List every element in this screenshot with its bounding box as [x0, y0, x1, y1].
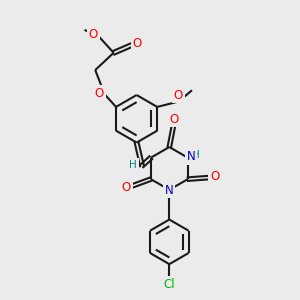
Text: O: O: [95, 87, 104, 100]
Text: O: O: [169, 112, 179, 126]
Text: N: N: [165, 184, 174, 196]
Text: Cl: Cl: [164, 278, 175, 291]
Text: O: O: [210, 170, 219, 183]
Text: O: O: [122, 181, 131, 194]
Text: O: O: [132, 37, 142, 50]
Text: O: O: [174, 89, 183, 102]
Text: N: N: [186, 150, 195, 163]
Text: O: O: [89, 28, 98, 41]
Text: H: H: [192, 150, 200, 160]
Text: H: H: [129, 160, 137, 170]
